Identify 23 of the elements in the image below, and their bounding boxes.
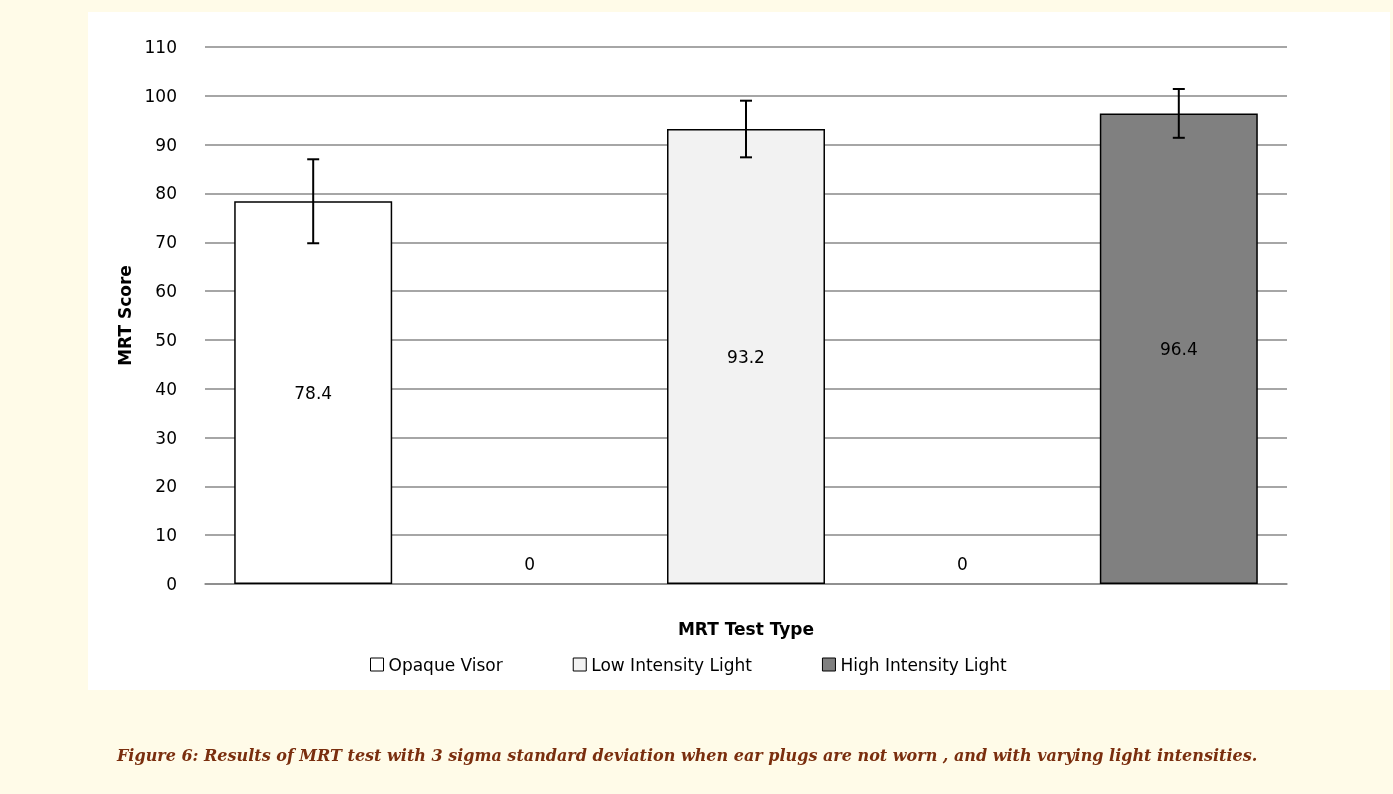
y-axis-title: MRT Score bbox=[115, 265, 136, 366]
legend-label: Opaque Visor bbox=[388, 654, 503, 675]
y-tick-label: 60 bbox=[155, 281, 177, 302]
y-tick-label: 40 bbox=[155, 378, 177, 399]
y-tick-label: 70 bbox=[155, 232, 177, 253]
data-label: 0 bbox=[524, 553, 536, 574]
y-tick-label: 80 bbox=[155, 183, 177, 204]
y-tick-label: 90 bbox=[155, 134, 177, 155]
x-axis-title: MRT Test Type bbox=[677, 618, 815, 639]
y-tick-label: 110 bbox=[144, 37, 177, 57]
legend-label: Low Intensity Light bbox=[591, 654, 753, 675]
y-tick-label: 50 bbox=[155, 329, 177, 350]
legend-label: High Intensity Light bbox=[840, 654, 1008, 675]
data-label: 96.4 bbox=[1159, 338, 1198, 359]
y-tick-label: 10 bbox=[155, 525, 177, 546]
y-tick-label: 0 bbox=[166, 574, 177, 594]
caption: Figure 6: Results of MRT test with 3 sigma standard deviation when ear plugs are not worn , and with varying light intensities. bbox=[117, 746, 1258, 765]
data-label: 93.2 bbox=[727, 346, 765, 367]
y-tick-label: 100 bbox=[144, 85, 177, 106]
data-label: 78.4 bbox=[294, 382, 333, 403]
y-tick-label: 20 bbox=[155, 476, 177, 497]
data-label: 0 bbox=[956, 553, 968, 574]
y-tick-label: 30 bbox=[155, 427, 177, 448]
